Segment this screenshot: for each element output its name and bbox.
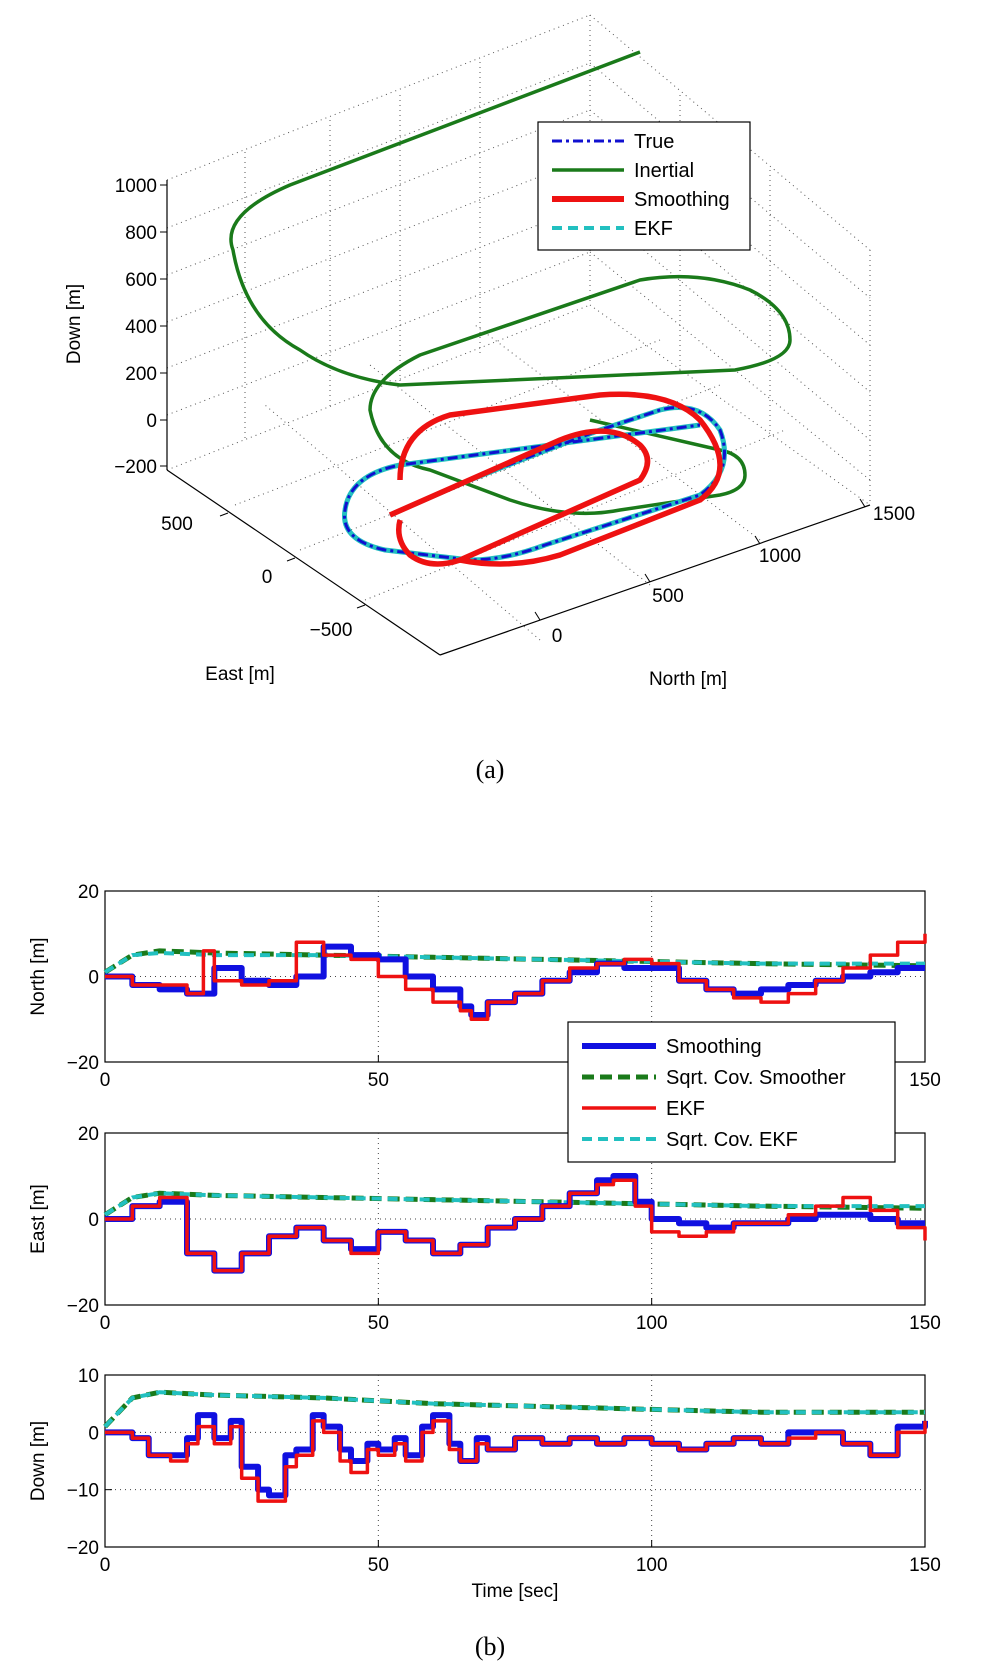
y-tick-label: −20 [67, 1296, 99, 1317]
y-axis-label: East [m] [28, 1184, 49, 1254]
x-tick-label: 50 [368, 1555, 389, 1576]
x-tick-label: 50 [368, 1313, 389, 1334]
trajectories [229, 50, 792, 567]
down-tick-label: 800 [125, 223, 157, 244]
down-tick-label: 400 [125, 317, 157, 338]
panel-a-legend: True Inertial Smoothing EKF [537, 121, 751, 251]
down-tick-label: 0 [146, 411, 157, 432]
down-tick-label: 200 [125, 364, 157, 385]
y-tick-label: −10 [67, 1481, 99, 1502]
y-tick-label: 0 [88, 968, 99, 989]
y-tick-label: −20 [67, 1053, 99, 1074]
north-tick-label: 0 [552, 626, 563, 647]
x-tick-label: 0 [100, 1070, 111, 1091]
x-tick-label: 100 [636, 1313, 668, 1334]
y-tick-label: 10 [78, 1366, 99, 1387]
x-tick-label: 150 [909, 1070, 941, 1091]
east-tick-label: 0 [262, 567, 273, 588]
panel-b-caption: (b) [475, 1632, 505, 1661]
legend-label: Smoothing [666, 1036, 762, 1058]
y-axis-label: North [m] [28, 937, 49, 1015]
down-tick-label: −200 [114, 457, 157, 478]
legend-label: Sqrt. Cov. EKF [666, 1129, 798, 1151]
down-axis-label: Down [m] [64, 284, 85, 364]
panel-b-legend: Smoothing Sqrt. Cov. Smoother EKF Sqrt. Cov… [567, 1021, 896, 1163]
down-ticks [160, 184, 167, 467]
y-axis-label: Down [m] [28, 1421, 49, 1501]
legend-label-inertial: Inertial [634, 160, 694, 182]
north-tick-label: 500 [652, 586, 684, 607]
x-tick-label: 50 [368, 1070, 389, 1091]
legend-label: Sqrt. Cov. Smoother [666, 1067, 846, 1089]
x-tick-label: 150 [909, 1555, 941, 1576]
y-tick-label: 0 [88, 1210, 99, 1231]
north-tick-label: 1500 [873, 504, 915, 525]
x-tick-label: 150 [909, 1313, 941, 1334]
x-tick-label: 0 [100, 1555, 111, 1576]
legend-label: EKF [666, 1098, 705, 1120]
series-sqrt-cov-ekf [103, 1191, 925, 1217]
legend-label-smoothing: Smoothing [634, 189, 730, 211]
y-tick-label: 20 [78, 1124, 99, 1145]
east-tick-label: 500 [161, 514, 193, 535]
north-tick-label: 1000 [759, 546, 801, 567]
panel-a-caption: (a) [476, 755, 505, 784]
smoothing-trajectory-loop2 [397, 391, 723, 567]
series-ekf [105, 1178, 927, 1273]
smoothing-trajectory [388, 428, 651, 567]
north-axis-label: North [m] [649, 669, 727, 690]
series-sqrt-cov-ekf [103, 1390, 925, 1428]
panel-a-axes [166, 180, 871, 656]
north-ticks [534, 498, 866, 621]
y-tick-label: −20 [67, 1538, 99, 1559]
series-ekf [105, 1419, 927, 1503]
legend-label-true: True [634, 131, 674, 153]
legend-label-ekf: EKF [634, 218, 673, 240]
panel-a-3d-plot: 1000 800 600 400 200 0 −200 Down [m] 500… [64, 14, 915, 690]
x-tick-label: 100 [636, 1555, 668, 1576]
subplot-down-m-: 0 50 100 150 −20 −10 0 10 Down [m] Time [sec] [28, 1366, 941, 1602]
plot-frame [104, 1374, 926, 1548]
series-ekf [105, 933, 927, 1021]
east-ticks [219, 512, 366, 609]
true-trajectory [343, 406, 726, 562]
inertial-trajectory [229, 50, 792, 516]
x-tick-label: 0 [100, 1313, 111, 1334]
east-axis-label: East [m] [205, 664, 275, 685]
y-tick-label: 0 [88, 1423, 99, 1444]
x-axis-label: Time [sec] [472, 1581, 559, 1602]
down-tick-label: 600 [125, 270, 157, 291]
y-tick-label: 20 [78, 882, 99, 903]
down-tick-label: 1000 [115, 176, 157, 197]
east-tick-label: −500 [310, 620, 353, 641]
